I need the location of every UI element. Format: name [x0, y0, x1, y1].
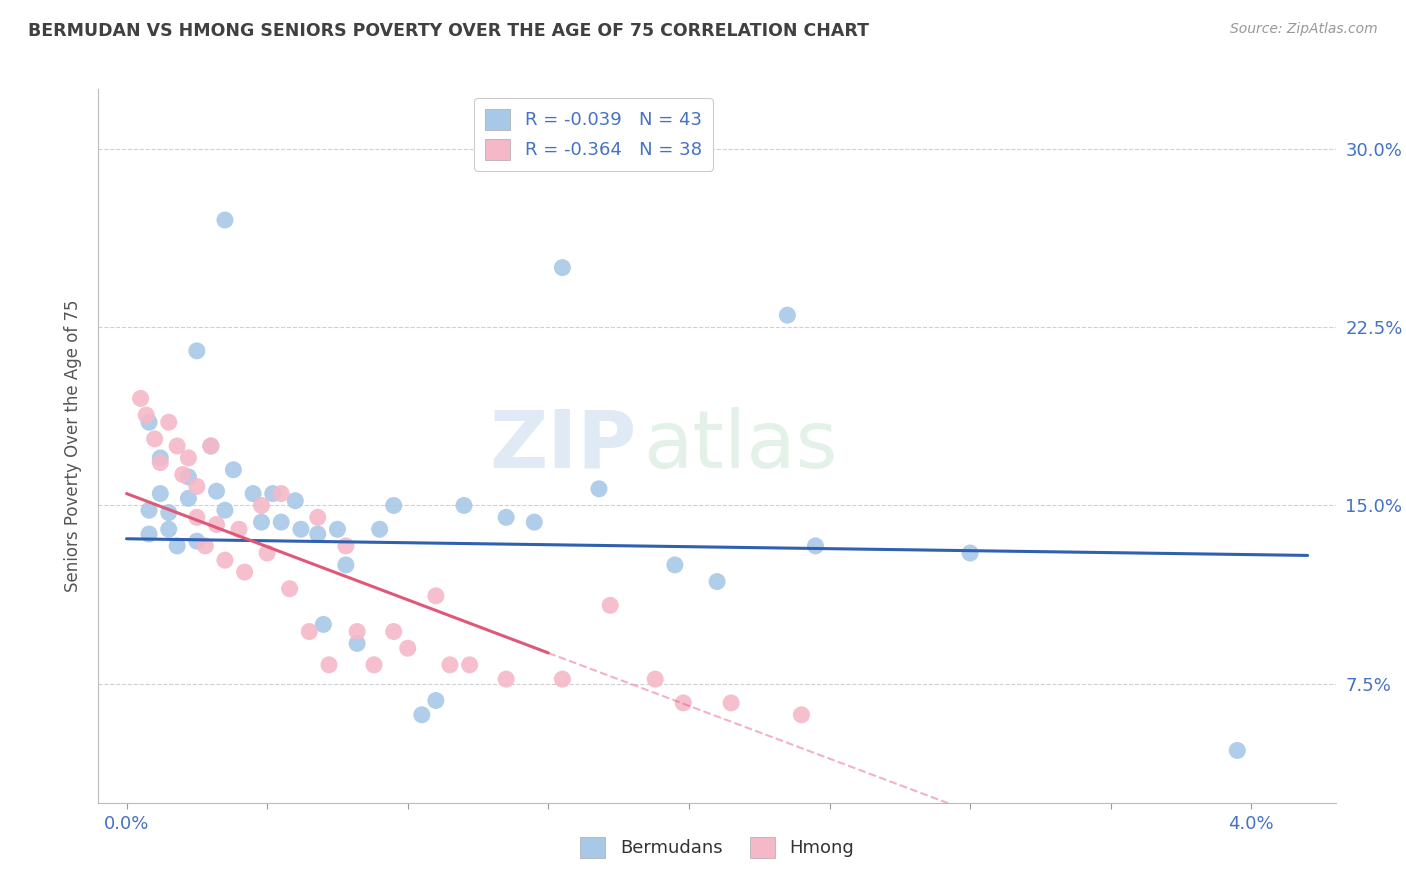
Point: [166, 539, 188, 553]
Point: [1226, 743, 1249, 757]
Point: [588, 482, 610, 496]
Point: [307, 510, 329, 524]
Point: [346, 624, 368, 639]
Point: [551, 260, 574, 275]
Point: [335, 539, 357, 553]
Point: [278, 582, 301, 596]
Point: [307, 527, 329, 541]
Point: [382, 499, 405, 513]
Point: [166, 439, 188, 453]
Point: [790, 707, 813, 722]
Point: [425, 589, 447, 603]
Point: [720, 696, 742, 710]
Text: BERMUDAN VS HMONG SENIORS POVERTY OVER THE AGE OF 75 CORRELATION CHART: BERMUDAN VS HMONG SENIORS POVERTY OVER T…: [28, 22, 869, 40]
Point: [214, 553, 236, 567]
Point: [177, 470, 200, 484]
Point: [495, 510, 517, 524]
Point: [242, 486, 264, 500]
Point: [262, 486, 284, 500]
Point: [222, 463, 245, 477]
Point: [318, 657, 340, 672]
Point: [270, 486, 292, 500]
Point: [804, 539, 827, 553]
Point: [368, 522, 391, 536]
Point: [157, 415, 180, 429]
Legend: Bermudans, Hmong: Bermudans, Hmong: [572, 830, 862, 865]
Point: [205, 484, 228, 499]
Point: [233, 565, 256, 579]
Point: [149, 486, 172, 500]
Point: [186, 479, 208, 493]
Point: [672, 696, 695, 710]
Point: [458, 657, 481, 672]
Point: [312, 617, 335, 632]
Point: [298, 624, 321, 639]
Point: [284, 493, 307, 508]
Point: [186, 343, 208, 358]
Point: [270, 515, 292, 529]
Point: [706, 574, 728, 589]
Point: [959, 546, 981, 560]
Point: [149, 450, 172, 465]
Point: [335, 558, 357, 572]
Point: [194, 539, 217, 553]
Point: [200, 439, 222, 453]
Point: [326, 522, 349, 536]
Point: [205, 517, 228, 532]
Point: [439, 657, 461, 672]
Point: [129, 392, 152, 406]
Point: [157, 506, 180, 520]
Text: Source: ZipAtlas.com: Source: ZipAtlas.com: [1230, 22, 1378, 37]
Point: [138, 415, 160, 429]
Point: [453, 499, 475, 513]
Point: [346, 636, 368, 650]
Point: [776, 308, 799, 322]
Point: [425, 693, 447, 707]
Point: [382, 624, 405, 639]
Point: [149, 456, 172, 470]
Point: [228, 522, 250, 536]
Point: [599, 599, 621, 613]
Text: atlas: atlas: [643, 407, 837, 485]
Text: ZIP: ZIP: [489, 407, 637, 485]
Point: [157, 522, 180, 536]
Point: [290, 522, 312, 536]
Point: [186, 534, 208, 549]
Point: [256, 546, 278, 560]
Point: [411, 707, 433, 722]
Point: [214, 213, 236, 227]
Point: [250, 499, 273, 513]
Point: [551, 672, 574, 686]
Point: [143, 432, 166, 446]
Point: [177, 450, 200, 465]
Point: [664, 558, 686, 572]
Y-axis label: Seniors Poverty Over the Age of 75: Seniors Poverty Over the Age of 75: [63, 300, 82, 592]
Point: [138, 503, 160, 517]
Point: [644, 672, 666, 686]
Point: [523, 515, 546, 529]
Point: [172, 467, 194, 482]
Point: [250, 515, 273, 529]
Point: [214, 503, 236, 517]
Point: [200, 439, 222, 453]
Point: [186, 510, 208, 524]
Point: [138, 527, 160, 541]
Point: [396, 641, 419, 656]
Point: [135, 408, 157, 422]
Point: [495, 672, 517, 686]
Point: [177, 491, 200, 506]
Point: [363, 657, 385, 672]
